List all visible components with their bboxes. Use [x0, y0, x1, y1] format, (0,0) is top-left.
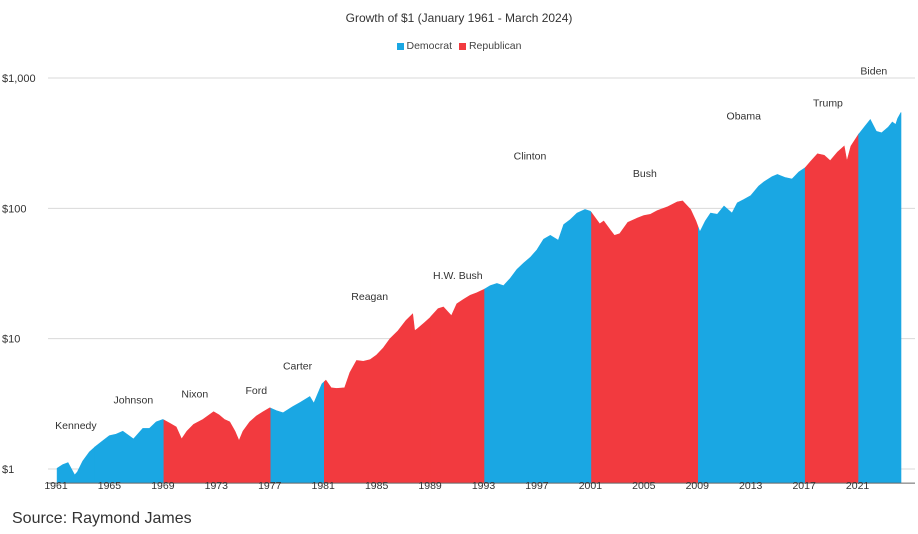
- area-segment-reagan: [324, 313, 432, 484]
- x-tick-label: 2005: [632, 480, 656, 492]
- x-tick-label: 1961: [44, 480, 68, 492]
- legend-label-republican: Republican: [468, 40, 522, 52]
- x-tick-label: 1965: [98, 480, 122, 492]
- legend-label-democrat: Democrat: [406, 40, 453, 52]
- y-tick-label: $1: [2, 464, 14, 476]
- x-tick-label: 1989: [418, 480, 442, 492]
- x-tick-label: 1985: [365, 480, 389, 492]
- x-tick-label: 1969: [151, 480, 175, 492]
- legend-item-democrat: Democrat: [396, 40, 453, 52]
- president-label-kennedy: Kennedy: [55, 420, 97, 432]
- president-label-obama: Obama: [727, 111, 762, 123]
- area-segment-nixon: [163, 411, 238, 484]
- legend-swatch-republican: [458, 42, 466, 50]
- x-tick-label: 2013: [739, 480, 763, 492]
- x-tick-label: 2001: [579, 480, 603, 492]
- x-tick-label: 2021: [846, 480, 870, 492]
- legend: Democrat Republican: [0, 40, 918, 53]
- president-label-h-w-bush: H.W. Bush: [433, 270, 483, 282]
- y-tick-label: $100: [2, 203, 26, 215]
- x-tick-label: 2009: [686, 480, 710, 492]
- x-tick-label: 1973: [205, 480, 229, 492]
- x-tick-label: 2017: [792, 480, 816, 492]
- y-tick-label: $1,000: [2, 73, 36, 85]
- chart-title: Growth of $1 (January 1961 - March 2024): [345, 11, 573, 25]
- x-tick-label: 1997: [525, 480, 549, 492]
- president-label-bush: Bush: [633, 168, 657, 180]
- area-segment-ford: [237, 407, 272, 484]
- x-tick-label: 1981: [312, 480, 336, 492]
- president-label-reagan: Reagan: [351, 291, 388, 303]
- source-note: Source: Raymond James: [12, 510, 192, 527]
- area-segment-clinton: [484, 209, 592, 484]
- area-segment-kennedy: [56, 446, 95, 484]
- president-label-clinton: Clinton: [514, 150, 547, 162]
- legend-item-republican: Republican: [458, 40, 522, 52]
- president-label-carter: Carter: [283, 361, 313, 373]
- president-label-trump: Trump: [813, 97, 843, 109]
- president-label-ford: Ford: [245, 385, 267, 397]
- area-segment-biden: [858, 112, 902, 484]
- x-tick-label: 1993: [472, 480, 496, 492]
- area-segment-bush: [591, 200, 699, 484]
- y-tick-label: $10: [2, 334, 20, 346]
- area-segment-trump: [804, 133, 859, 484]
- legend-swatch-democrat: [396, 42, 404, 50]
- president-label-nixon: Nixon: [181, 389, 208, 401]
- area-segment-johnson: [94, 419, 165, 484]
- president-label-johnson: Johnson: [113, 394, 153, 406]
- president-label-biden: Biden: [860, 65, 887, 77]
- area-segment-h-w-bush: [430, 288, 485, 484]
- area-segment-carter: [270, 381, 325, 484]
- area-segment-obama: [698, 167, 806, 484]
- x-tick-label: 1977: [258, 480, 282, 492]
